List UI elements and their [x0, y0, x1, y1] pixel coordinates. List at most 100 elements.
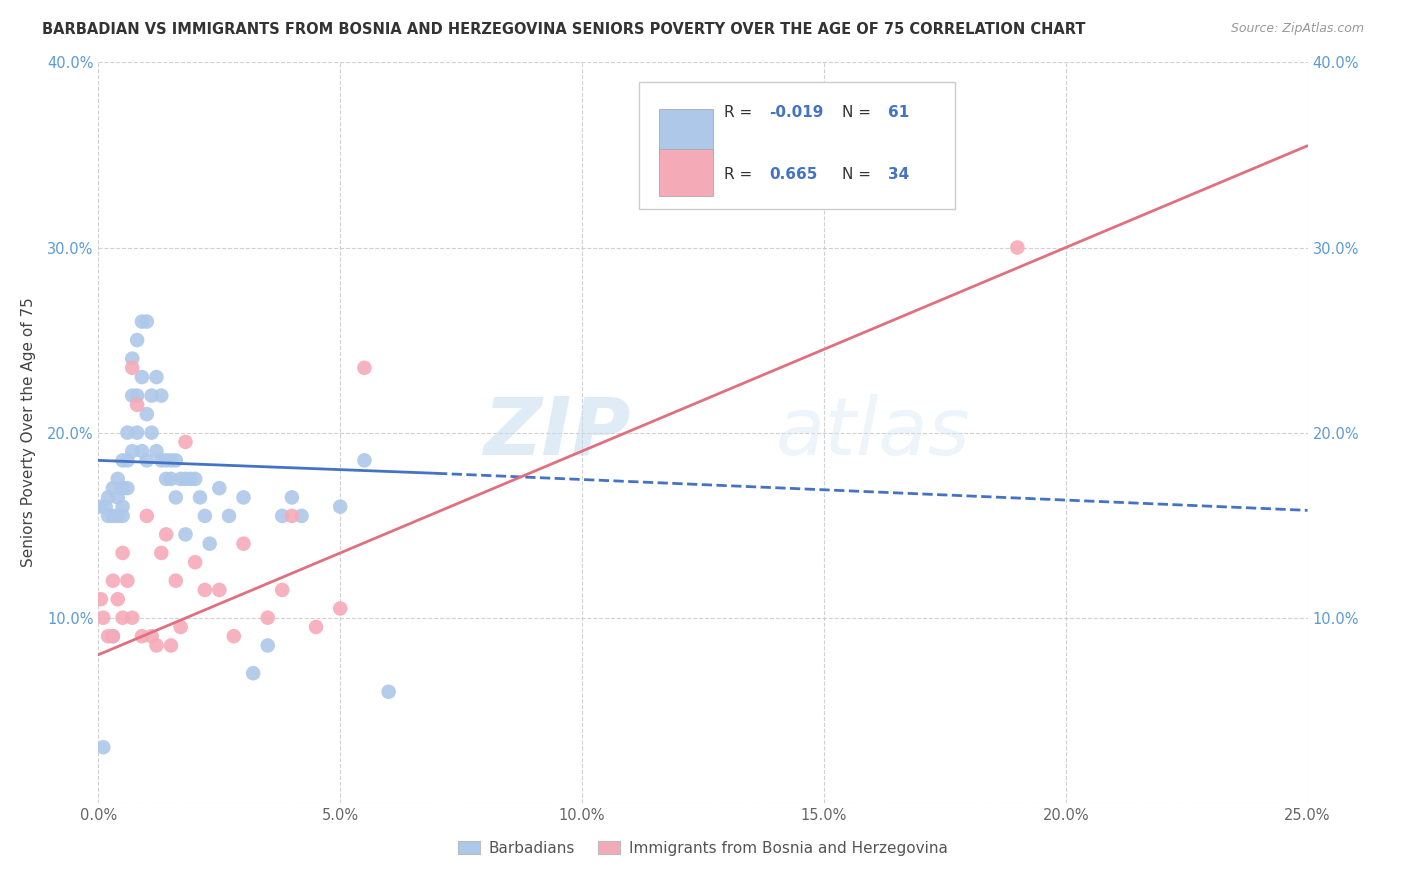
Point — [101, 574, 124, 588]
Point — [150, 546, 173, 560]
Point — [1007, 240, 1029, 255]
Point — [174, 472, 197, 486]
Point — [242, 666, 264, 681]
Point — [160, 453, 183, 467]
Point — [117, 481, 139, 495]
Point — [127, 425, 149, 440]
Point — [121, 388, 143, 402]
Point — [141, 629, 163, 643]
Point — [271, 582, 294, 597]
Point — [135, 407, 157, 421]
Point — [208, 481, 231, 495]
Point — [256, 610, 278, 624]
Point — [155, 453, 177, 467]
Point — [184, 472, 207, 486]
Point — [127, 388, 149, 402]
Point — [107, 472, 129, 486]
Point — [169, 472, 191, 486]
Point — [377, 685, 399, 699]
Point — [208, 582, 231, 597]
Point — [111, 453, 134, 467]
Point — [141, 425, 163, 440]
Point — [281, 508, 304, 523]
Point — [127, 333, 149, 347]
Text: 34: 34 — [889, 168, 910, 183]
Point — [145, 444, 167, 458]
Point — [160, 639, 183, 653]
Point — [101, 481, 124, 495]
Text: 0.665: 0.665 — [769, 168, 818, 183]
Point — [97, 508, 120, 523]
Point — [198, 536, 221, 550]
FancyBboxPatch shape — [638, 82, 955, 209]
Point — [121, 360, 143, 375]
Y-axis label: Seniors Poverty Over the Age of 75: Seniors Poverty Over the Age of 75 — [21, 298, 35, 567]
Point — [101, 629, 124, 643]
Point — [329, 601, 352, 615]
Text: ZIP: ZIP — [484, 393, 630, 472]
Text: Source: ZipAtlas.com: Source: ZipAtlas.com — [1230, 22, 1364, 36]
Point — [111, 508, 134, 523]
Point — [174, 527, 197, 541]
Point — [160, 472, 183, 486]
Point — [117, 453, 139, 467]
Point — [117, 425, 139, 440]
Text: R =: R = — [724, 168, 756, 183]
Point — [97, 491, 120, 505]
Point — [145, 639, 167, 653]
Point — [111, 500, 134, 514]
Point — [165, 574, 187, 588]
Point — [188, 491, 211, 505]
Point — [184, 555, 207, 569]
Point — [131, 314, 153, 328]
Point — [90, 500, 112, 514]
Point — [174, 434, 197, 449]
Point — [117, 574, 139, 588]
Point — [290, 508, 312, 523]
Point — [165, 491, 187, 505]
Text: N =: N = — [842, 168, 876, 183]
Text: -0.019: -0.019 — [769, 104, 824, 120]
Point — [305, 620, 328, 634]
Point — [165, 453, 187, 467]
Point — [194, 582, 217, 597]
Point — [135, 314, 157, 328]
Point — [121, 351, 143, 366]
Point — [90, 592, 112, 607]
FancyBboxPatch shape — [659, 110, 713, 157]
Point — [107, 592, 129, 607]
Point — [222, 629, 245, 643]
Text: N =: N = — [842, 104, 876, 120]
Text: BARBADIAN VS IMMIGRANTS FROM BOSNIA AND HERZEGOVINA SENIORS POVERTY OVER THE AGE: BARBADIAN VS IMMIGRANTS FROM BOSNIA AND … — [42, 22, 1085, 37]
Point — [101, 508, 124, 523]
Point — [232, 491, 254, 505]
Point — [135, 508, 157, 523]
Point — [91, 740, 114, 755]
Point — [150, 453, 173, 467]
Point — [97, 629, 120, 643]
Point — [111, 546, 134, 560]
Point — [121, 444, 143, 458]
Point — [91, 610, 114, 624]
Point — [141, 388, 163, 402]
Point — [101, 629, 124, 643]
Text: R =: R = — [724, 104, 756, 120]
Point — [135, 453, 157, 467]
Text: atlas: atlas — [776, 393, 970, 472]
Point — [218, 508, 240, 523]
Point — [121, 610, 143, 624]
Point — [179, 472, 201, 486]
Point — [94, 500, 117, 514]
Point — [353, 453, 375, 467]
Point — [194, 508, 217, 523]
Point — [353, 360, 375, 375]
Point — [155, 472, 177, 486]
Point — [232, 536, 254, 550]
FancyBboxPatch shape — [659, 149, 713, 196]
Point — [145, 370, 167, 384]
Point — [111, 610, 134, 624]
Point — [111, 481, 134, 495]
Point — [271, 508, 294, 523]
Point — [256, 639, 278, 653]
Point — [107, 491, 129, 505]
